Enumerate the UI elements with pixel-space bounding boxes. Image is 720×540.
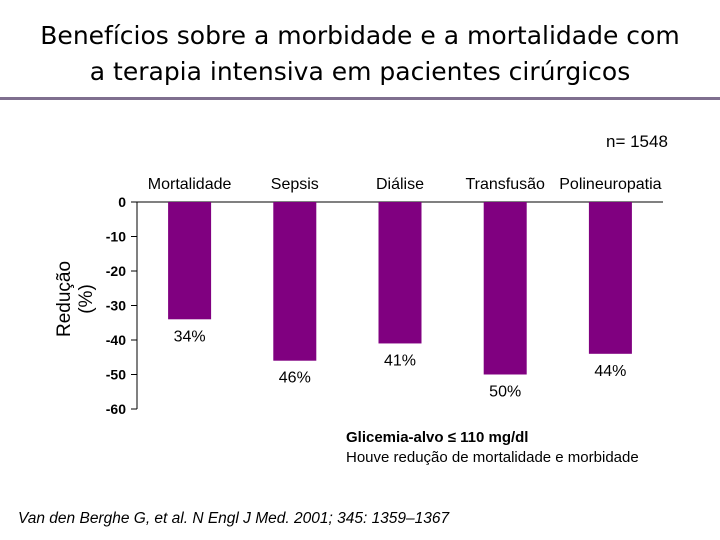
- category-label: Polineuropatia: [559, 176, 661, 193]
- y-tick-label: -30: [106, 298, 126, 314]
- data-label: 44%: [594, 363, 626, 380]
- data-label: 41%: [384, 352, 416, 369]
- y-tick-label: -50: [106, 367, 126, 383]
- footer-target-glycemia: Glicemia-alvo ≤ 110 mg/dl: [346, 429, 529, 446]
- y-tick-label: -60: [106, 401, 126, 417]
- bar-2: [378, 202, 422, 344]
- bar-4: [588, 202, 632, 354]
- title-divider: [0, 97, 720, 100]
- y-tick-label: -40: [106, 332, 126, 348]
- y-tick-label: -20: [106, 263, 126, 279]
- data-label: 46%: [279, 370, 311, 387]
- bar-1: [273, 202, 317, 361]
- bar-0: [168, 202, 212, 320]
- citation: Van den Berghe G, et al. N Engl J Med. 2…: [18, 510, 450, 527]
- category-label: Sepsis: [271, 176, 319, 193]
- y-tick-label: 0: [118, 194, 126, 210]
- footer-outcome: Houve redução de mortalidade e morbidade: [346, 449, 639, 466]
- category-label: Diálise: [376, 176, 424, 193]
- bar-3: [483, 202, 527, 375]
- sample-size-label: n= 1548: [606, 132, 668, 151]
- title-line-2: a terapia intensiva em pacientes cirúrgi…: [89, 57, 631, 86]
- category-label: Transfusão: [465, 176, 545, 193]
- y-tick-label: -10: [106, 229, 126, 245]
- category-label: Mortalidade: [148, 176, 232, 193]
- data-label: 34%: [174, 328, 206, 345]
- footer-note: Glicemia-alvo ≤ 110 mg/dl Houve redução …: [346, 428, 639, 468]
- data-label: 50%: [489, 384, 521, 401]
- slide-title: Benefícios sobre a morbidade e a mortali…: [0, 18, 720, 90]
- title-line-1: Benefícios sobre a morbidade e a mortali…: [40, 21, 680, 50]
